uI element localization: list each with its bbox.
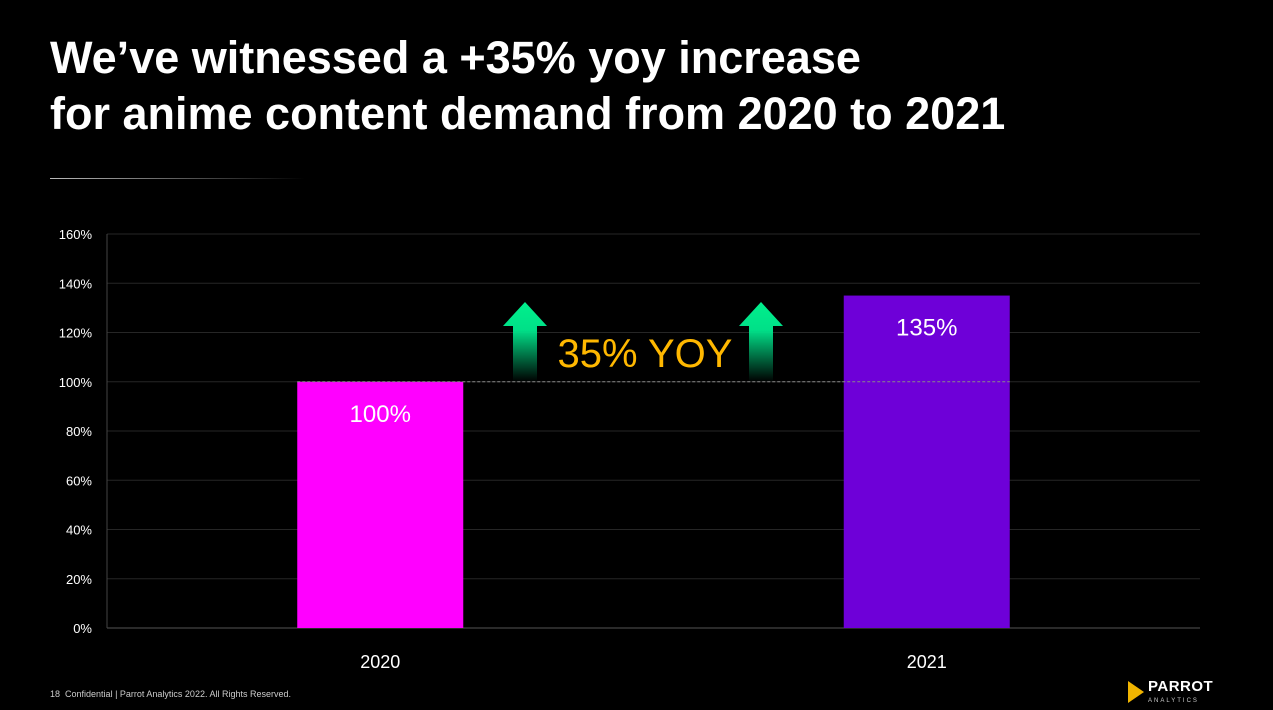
- logo-main-text: PARROT: [1148, 678, 1214, 695]
- x-tick-label: 2021: [907, 652, 947, 672]
- page-number: 18: [50, 689, 61, 699]
- bar-2021: [843, 295, 1010, 628]
- y-tick-label: 60%: [66, 473, 92, 488]
- parrot-logo-icon: [1128, 680, 1144, 703]
- y-tick-label: 100%: [59, 375, 93, 390]
- y-tick-label: 120%: [59, 326, 93, 341]
- y-tick-label: 20%: [66, 572, 92, 587]
- up-arrow-icon: [739, 302, 783, 382]
- x-tick-label: 2020: [360, 652, 400, 672]
- y-tick-label: 40%: [66, 523, 92, 538]
- title-divider: [50, 178, 305, 179]
- data-label: 135%: [896, 315, 957, 342]
- title-line-1: We’ve witnessed a +35% yoy increase: [50, 32, 861, 83]
- y-tick-label: 80%: [66, 424, 92, 439]
- parrot-analytics-logo: PARROT ANALYTICS: [1128, 678, 1213, 705]
- title-line-2: for anime content demand from 2020 to 20…: [50, 88, 1006, 139]
- page-title: We’ve witnessed a +35% yoy increase for …: [50, 30, 1005, 142]
- y-tick-label: 0%: [73, 621, 92, 636]
- data-label: 100%: [350, 401, 411, 428]
- up-arrow-icon: [503, 302, 547, 382]
- bar-2020: [297, 381, 464, 628]
- footer-text: Confidential | Parrot Analytics 2022. Al…: [65, 689, 291, 699]
- logo-sub-text: ANALYTICS: [1148, 697, 1199, 704]
- footer: 18 Confidential | Parrot Analytics 2022.…: [50, 689, 291, 699]
- y-tick-label: 140%: [59, 276, 93, 291]
- y-tick-label: 160%: [59, 227, 93, 242]
- yoy-annotation: 35% YOY: [558, 332, 733, 376]
